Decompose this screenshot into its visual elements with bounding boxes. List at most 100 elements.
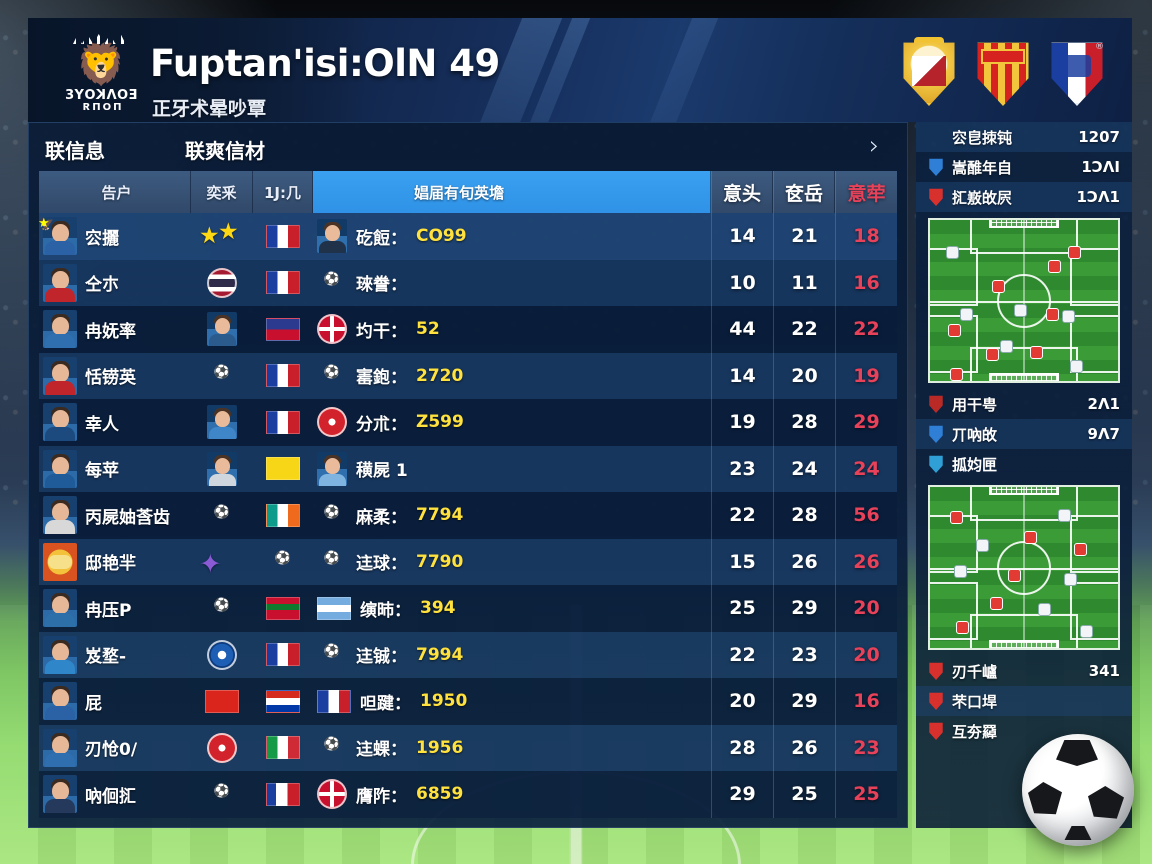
cell-flag[interactable] [253, 260, 313, 307]
sidebar-stat-row[interactable]: 芣口垾 [916, 686, 1132, 716]
player-marker[interactable] [1024, 531, 1037, 544]
crest-tricolor-icon[interactable]: ® [1048, 40, 1106, 106]
player-marker[interactable] [1058, 509, 1071, 522]
cell-flag[interactable] [253, 399, 313, 446]
cell-stat[interactable]: ⚽ 迬球： 7790 [313, 539, 711, 586]
table-row[interactable]: 冉妩率 圴干： 52 44 22 22 [39, 306, 897, 353]
table-row[interactable]: 吶佪㧟 ⚽ 膺阼： 6859 29 25 25 [39, 771, 897, 818]
player-marker[interactable] [1030, 346, 1043, 359]
cell-club[interactable]: ⚽ [191, 585, 253, 632]
cell-club[interactable]: ⚽ [191, 353, 253, 400]
cell-flag[interactable] [253, 678, 313, 725]
cell-club[interactable] [191, 446, 253, 493]
player-marker[interactable] [990, 597, 1003, 610]
cell-club[interactable]: ✦ [191, 539, 253, 586]
cell-stat[interactable]: ⚽ 迬蜾： 1956 [313, 725, 711, 772]
sidebar-stat-row[interactable]: 㧟㟼敀屄 1ƆΛ1 [916, 182, 1132, 212]
cell-player[interactable]: 幸人 [39, 399, 191, 446]
player-marker[interactable] [948, 324, 961, 337]
cell-flag[interactable]: ⚽ [253, 539, 313, 586]
table-row[interactable]: 㝐攦 ★ ★ 矻餖： CO99 14 21 18 [39, 213, 897, 260]
col-header-club[interactable]: 奕釆 [191, 171, 253, 213]
cell-player[interactable]: 岌堥- [39, 632, 191, 679]
sidebar-stat-row[interactable]: 用干甹 2Λ1 [916, 389, 1132, 419]
cell-club[interactable] [191, 725, 253, 772]
sidebar-stat-row[interactable]: 丌吶敀 9Λ7 [916, 419, 1132, 449]
formation-pitch-2[interactable] [928, 485, 1120, 650]
cell-club[interactable] [191, 399, 253, 446]
cell-flag[interactable] [253, 446, 313, 493]
formation-pitch-1[interactable] [928, 218, 1120, 383]
col-header-num-3[interactable]: 意荦 [835, 171, 897, 213]
player-marker[interactable] [1000, 340, 1013, 353]
cell-stat[interactable]: 穔屍 1 [313, 446, 711, 493]
cell-player[interactable]: 邸艳羋 [39, 539, 191, 586]
table-row[interactable]: 邸艳羋 ✦ ⚽ ⚽ 迬球： 7790 15 26 26 [39, 538, 897, 586]
cell-stat[interactable]: 膺阼： 6859 [313, 771, 711, 818]
player-marker[interactable] [1070, 360, 1083, 373]
cell-stat[interactable]: 矻餖： CO99 [313, 213, 711, 260]
table-row[interactable]: 仝朩 ⚽ 琜誊： 10 11 16 [39, 259, 897, 307]
cell-club[interactable] [191, 306, 253, 353]
cell-flag[interactable] [253, 353, 313, 400]
chevron-right-icon[interactable]: › [869, 131, 880, 161]
cell-club[interactable]: ⚽ [191, 771, 253, 818]
player-marker[interactable] [956, 621, 969, 634]
cell-player[interactable]: 冉妩率 [39, 306, 191, 353]
col-header-pos[interactable]: 1Ϳ:几 [253, 171, 313, 213]
player-marker[interactable] [950, 511, 963, 524]
sidebar-stat-row[interactable]: 互夯羄 [916, 716, 1132, 746]
player-marker[interactable] [1064, 573, 1077, 586]
col-header-num-2[interactable]: 奁岳 [773, 171, 835, 213]
cell-player[interactable]: 恬铹英 [39, 353, 191, 400]
tab-league-materials[interactable]: 联爽信材 [185, 139, 265, 163]
col-header-name[interactable]: 告户 [39, 171, 191, 213]
cell-club[interactable]: ★ ★ [191, 213, 253, 260]
tab-league-info[interactable]: 联信息 [45, 139, 105, 163]
crest-striped-icon[interactable] [974, 40, 1032, 106]
player-marker[interactable] [992, 280, 1005, 293]
cell-stat[interactable]: ⚽ 迬铖： 7994 [313, 632, 711, 679]
cell-flag[interactable] [253, 306, 313, 353]
table-row[interactable]: 刃怆0/ ⚽ 迬蜾： 1956 28 26 23 [39, 724, 897, 772]
cell-player[interactable]: 冉压P [39, 585, 191, 632]
cell-player[interactable]: 㝐攦 [39, 213, 191, 260]
cell-flag[interactable] [253, 725, 313, 772]
table-row[interactable]: 冉压P ⚽ 𬙂昁： 394 25 29 20 [39, 585, 897, 632]
table-row[interactable]: 恬铹英 ⚽ ⚽ 寚鉋： 2720 14 20 19 [39, 352, 897, 400]
player-marker[interactable] [950, 368, 963, 381]
cell-stat[interactable]: ⚽ 寚鉋： 2720 [313, 353, 711, 400]
cell-flag[interactable] [253, 213, 313, 260]
cell-flag[interactable] [253, 771, 313, 818]
cell-stat[interactable]: 圴干： 52 [313, 306, 711, 353]
col-header-num-1[interactable]: 意头 [711, 171, 773, 213]
player-marker[interactable] [1048, 260, 1061, 273]
table-row[interactable]: 岌堥- ⚽ 迬铖： 7994 22 23 20 [39, 631, 897, 679]
cell-flag[interactable] [253, 632, 313, 679]
cell-flag[interactable] [253, 585, 313, 632]
cell-player[interactable]: 仝朩 [39, 260, 191, 307]
cell-stat[interactable]: 呾踺： 1950 [313, 678, 711, 725]
cell-stat[interactable]: ⚽ 麻柔： 7794 [313, 492, 711, 539]
col-header-stat[interactable]: 娼届有旬英㙴 [313, 171, 711, 213]
table-row[interactable]: 丙屍妯莟齿 ⚽ ⚽ 麻柔： 7794 22 28 56 [39, 492, 897, 539]
cell-player[interactable]: 屁 [39, 678, 191, 725]
player-marker[interactable] [1080, 625, 1093, 638]
cell-player[interactable]: 丙屍妯莟齿 [39, 492, 191, 539]
cell-player[interactable]: 每苹 [39, 446, 191, 493]
player-marker[interactable] [954, 565, 967, 578]
player-marker[interactable] [946, 246, 959, 259]
player-marker[interactable] [1074, 543, 1087, 556]
player-marker[interactable] [1014, 304, 1027, 317]
cell-player[interactable]: 刃怆0/ [39, 725, 191, 772]
player-marker[interactable] [1008, 569, 1021, 582]
cell-stat[interactable]: 𬙂昁： 394 [313, 585, 711, 632]
cell-club[interactable]: ⚽ [191, 492, 253, 539]
crest-royal-icon[interactable] [900, 37, 958, 106]
sidebar-stat-row[interactable]: 刃千㠠 341 [916, 656, 1132, 686]
player-marker[interactable] [976, 539, 989, 552]
cell-stat[interactable]: ⚽ 琜誊： [313, 260, 711, 307]
player-marker[interactable] [1062, 310, 1075, 323]
